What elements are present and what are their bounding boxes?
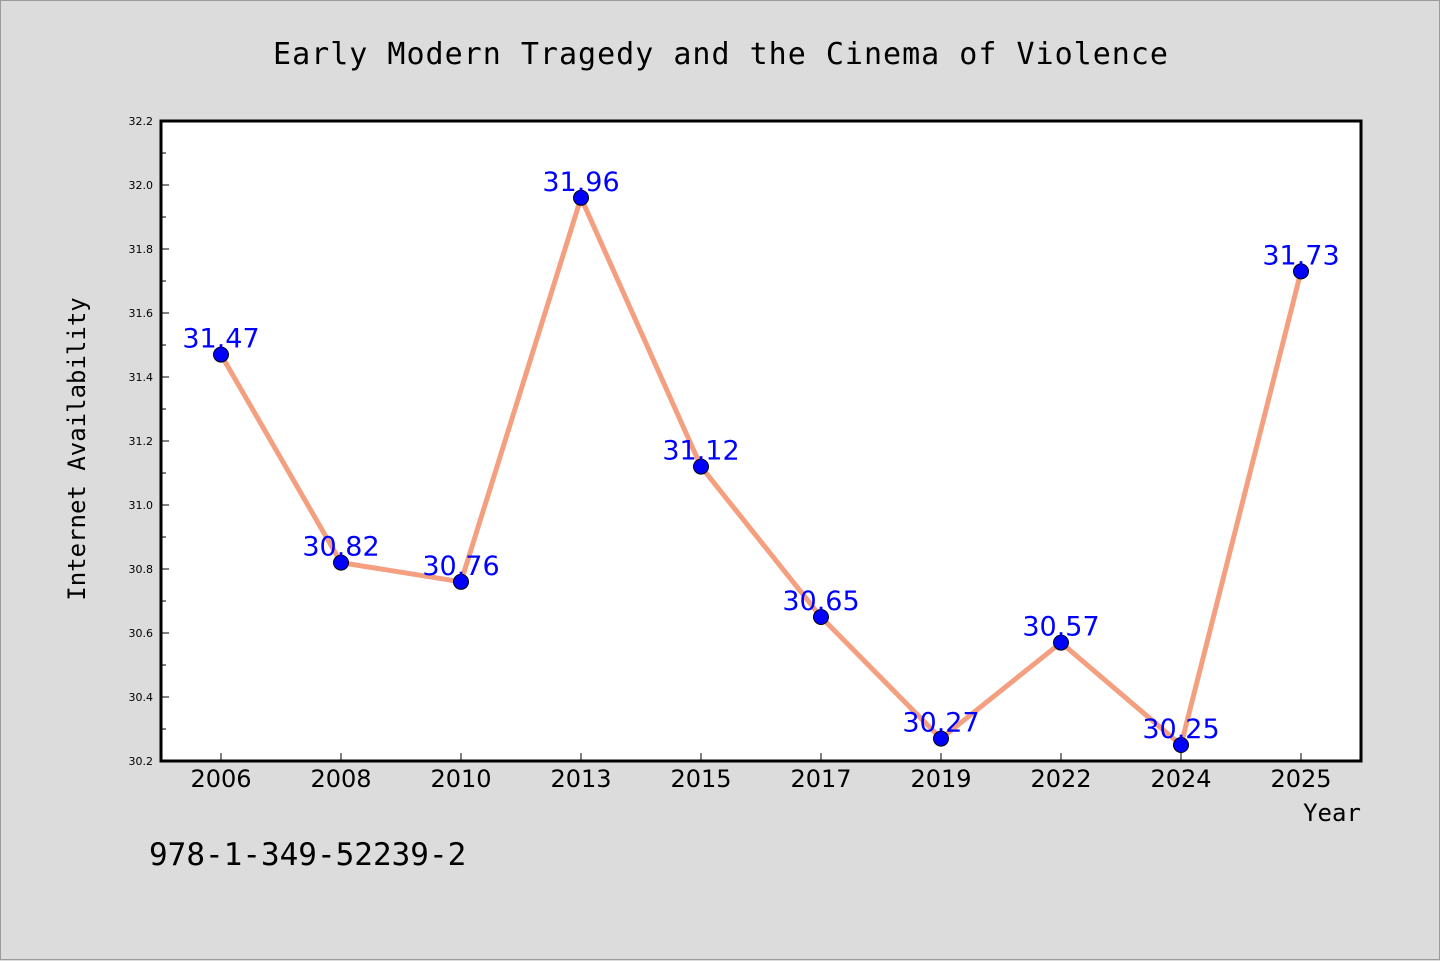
data-point <box>453 573 469 590</box>
y-tick-label: 31.8 <box>129 243 154 256</box>
y-tick-label: 30.4 <box>129 691 154 704</box>
data-label: 30.82 <box>302 532 379 563</box>
data-label: 31.47 <box>182 324 259 355</box>
y-tick-label: 31.2 <box>129 435 154 448</box>
y-tick-label: 31.6 <box>129 307 154 320</box>
data-label: 30.57 <box>1022 612 1099 643</box>
data-label: 30.65 <box>782 586 859 617</box>
chart-title: Early Modern Tragedy and the Cinema of V… <box>273 37 1169 72</box>
data-point <box>1053 634 1069 651</box>
x-tick-label: 2019 <box>910 765 971 793</box>
data-label: 31.12 <box>662 436 739 467</box>
x-tick-label: 2017 <box>790 765 851 793</box>
data-point <box>333 554 349 571</box>
x-tick-label: 2006 <box>190 765 251 793</box>
isbn-text: 978-1-349-52239-2 <box>149 837 466 873</box>
x-tick-label: 2010 <box>430 765 491 793</box>
y-tick-label: 31.0 <box>129 499 154 512</box>
y-tick-label: 32.0 <box>129 179 154 192</box>
data-label: 30.76 <box>422 551 499 582</box>
x-tick-label: 2022 <box>1030 765 1091 793</box>
y-tick-label: 30.6 <box>129 627 154 640</box>
plot-area <box>159 119 1363 763</box>
data-point <box>693 458 709 475</box>
x-tick-label: 2015 <box>670 765 731 793</box>
y-tick-label: 30.8 <box>129 563 154 576</box>
x-axis-label: Year <box>1303 799 1361 827</box>
y-tick-label: 30.2 <box>129 755 154 768</box>
data-point <box>1173 737 1189 753</box>
data-label: 30.27 <box>902 708 979 739</box>
y-tick-label: 31.4 <box>129 371 154 384</box>
data-point <box>813 609 829 625</box>
x-tick-label: 2008 <box>310 765 371 793</box>
x-tick-label: 2025 <box>1270 765 1331 793</box>
data-point <box>1293 263 1309 280</box>
data-point <box>933 730 949 747</box>
data-label: 31.73 <box>1262 240 1339 271</box>
data-label-group: 31.47 30.82 30.76 31.96 31.12 30.65 30.27 30.57… <box>182 167 1339 745</box>
y-axis: 30.2 30.4 30.6 30.8 31.0 31.2 31.4 31.6 31.8 32.0… <box>129 115 169 768</box>
marker-group <box>213 189 1309 753</box>
x-tick-label: 2024 <box>1150 765 1211 793</box>
y-tick-label: 32.2 <box>129 115 154 128</box>
data-label: 31.96 <box>542 167 619 198</box>
x-tick-label: 2013 <box>550 765 611 793</box>
data-label: 30.25 <box>1142 714 1219 745</box>
series-line <box>218 195 1304 748</box>
x-axis: 2006 2008 2010 2013 2015 2017 2019 2022 2024 2025 <box>190 753 1332 793</box>
y-axis-label: Internet Availability <box>63 297 91 600</box>
data-point <box>213 346 229 363</box>
series-line-group <box>218 195 1304 748</box>
data-point <box>573 189 589 206</box>
